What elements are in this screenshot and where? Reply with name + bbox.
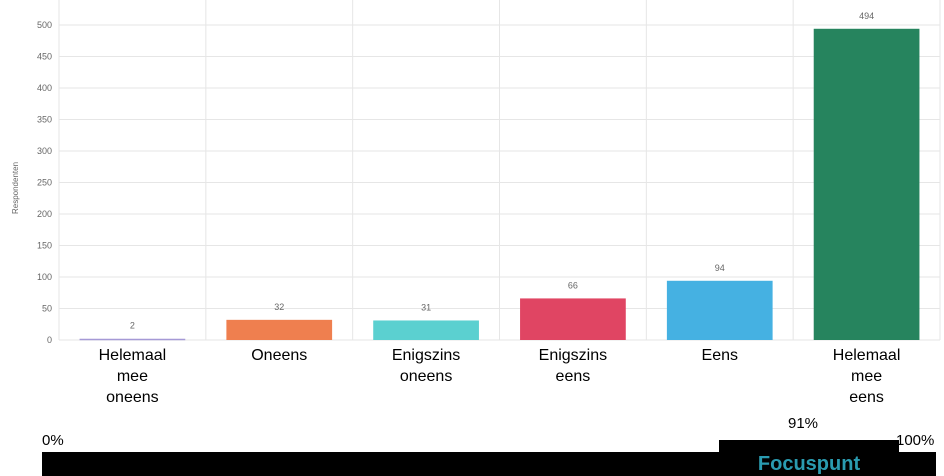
gridlines	[58, 0, 941, 341]
x-tick-label: Helemaal mee oneens	[98, 347, 167, 406]
focus-marker-label: Focuspunt	[757, 453, 861, 475]
bar-value-label: 94	[715, 263, 725, 273]
bar	[79, 338, 186, 341]
bar-value-label: 494	[859, 11, 874, 21]
y-tick-label: 100	[37, 272, 52, 282]
bars	[79, 28, 920, 341]
y-tick-label: 450	[37, 52, 52, 62]
y-axis-ticks: 0 50 100 150 200 250 300 350 400 450 500	[37, 20, 52, 345]
bar	[226, 319, 333, 340]
y-tick-label: 0	[47, 335, 52, 345]
bar	[666, 280, 773, 340]
scale-max-label: 100%	[896, 432, 935, 449]
bar-value-labels: 2 32 31 66 94 494	[130, 11, 874, 331]
bar	[520, 298, 626, 340]
bar-value-label: 31	[421, 302, 431, 312]
x-tick-label: Eens	[701, 347, 738, 364]
y-tick-label: 500	[37, 20, 52, 30]
x-tick-label: Helemaal mee eens	[832, 347, 901, 406]
bar	[813, 28, 920, 341]
bar-value-label: 66	[568, 280, 578, 290]
bar-value-label: 2	[130, 321, 135, 331]
bar-chart: 0 50 100 150 200 250 300 350 400 450 500 Responden…	[11, 0, 941, 345]
x-tick-label: Enigszins oneens	[391, 347, 461, 385]
y-axis-label: Respondenten	[11, 162, 20, 214]
y-tick-label: 400	[37, 83, 52, 93]
scale-min-label: 0%	[42, 432, 64, 449]
y-tick-label: 150	[37, 241, 52, 251]
y-tick-label: 350	[37, 115, 52, 125]
y-tick-label: 250	[37, 178, 52, 188]
y-tick-label: 50	[42, 304, 52, 314]
x-tick-label: Enigszins eens	[538, 347, 608, 385]
marker-percent-label: 91%	[788, 415, 819, 432]
x-tick-label: Oneens	[251, 347, 308, 364]
focus-marker: Focuspunt	[719, 440, 899, 476]
y-tick-label: 300	[37, 146, 52, 156]
y-tick-label: 200	[37, 209, 52, 219]
bar-value-label: 32	[274, 302, 284, 312]
bar	[373, 320, 479, 340]
